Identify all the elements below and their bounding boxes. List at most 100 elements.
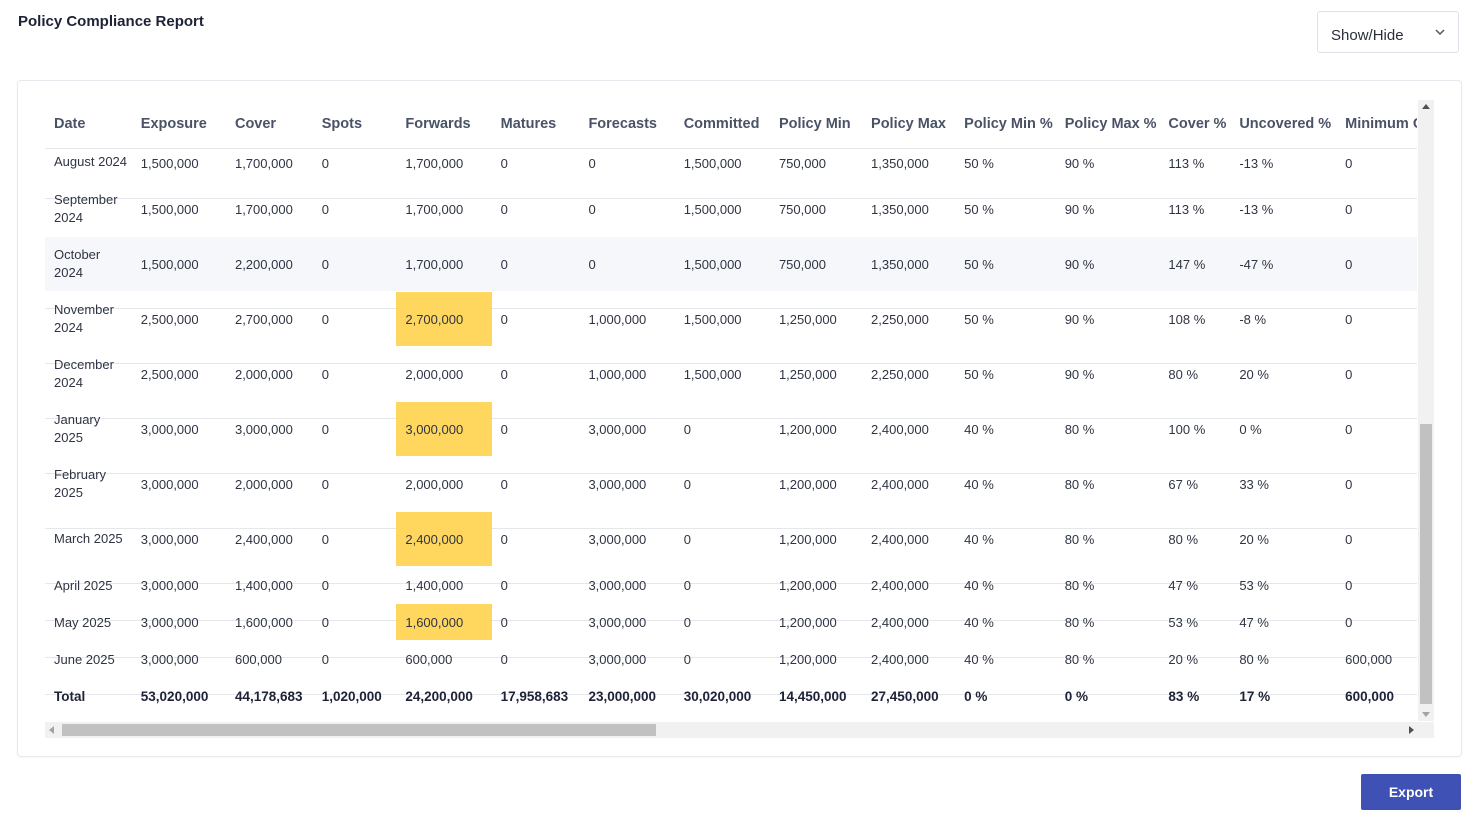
cell-exposure: 2,500,000 [131,291,226,347]
scroll-left-arrow-icon[interactable] [49,726,54,734]
total-exposure: 53,020,000 [140,688,209,704]
total-policy-min-pct: 0 % [964,688,988,704]
cell-policy-min-pct: 50 % [955,346,1056,402]
cell-policy-max-pct: 80 % [1055,401,1160,457]
cell-policy-min-pct: 40 % [955,640,1056,678]
cell-exposure: 3,000,000 [131,640,226,678]
column-header-spots[interactable]: Spots [312,100,397,149]
cell-policy-max: 2,400,000 [862,640,956,678]
cell-forwards: 2,000,000 [396,346,492,402]
show-hide-dropdown[interactable]: Show/Hide [1317,11,1459,53]
table-row[interactable]: June 2025 3,000,000 600,000 0 600,000 0 3,000,… [45,640,1417,678]
cell-exposure: 3,000,000 [131,456,226,512]
cell-forecasts: 0 [579,181,675,237]
cell-committed: 1,500,000 [674,346,770,402]
column-header-forwards[interactable]: Forwards [396,100,492,149]
cell-committed: 1,500,000 [674,291,770,347]
cell-uncovered-pct: -47 % [1230,236,1337,292]
vertical-scroll-thumb[interactable] [1420,424,1432,704]
table-row[interactable]: March 2025 3,000,000 2,400,000 0 2,400,000 0 3… [45,511,1417,567]
table-row[interactable]: September 2024 1,500,000 1,700,000 0 1,700,0… [45,181,1417,237]
table-row[interactable]: May 2025 3,000,000 1,600,000 0 1,600,000 0 3,0… [45,603,1417,641]
cell-date: April 2025 [45,566,132,604]
cell-date: January 2025 [45,401,132,457]
column-header-policy-max[interactable]: Policy Max [862,100,956,149]
horizontal-scrollbar[interactable] [45,722,1418,738]
table-row[interactable]: January 2025 3,000,000 3,000,000 0 3,000,000… [45,401,1417,457]
cell-uncovered-pct: -13 % [1230,181,1337,237]
cell-committed: 0 [674,640,770,678]
cell-min-cover: 600,000 [1336,640,1417,678]
table-row[interactable]: November 2024 2,500,000 2,700,000 0 2,700,00… [45,291,1417,347]
column-header-min-cover[interactable]: Minimum Cover to Pu [1336,100,1417,149]
cell-spots: 0 [312,346,397,402]
horizontal-scroll-thumb[interactable] [62,724,656,736]
cell-forwards: 3,000,000 [396,401,492,457]
cell-cover-pct: 80 % [1159,346,1231,402]
cell-matures: 0 [491,346,580,402]
column-header-exposure[interactable]: Exposure [131,100,226,149]
cell-cover: 2,700,000 [225,291,313,347]
cell-forwards: 1,400,000 [396,566,492,604]
compliance-table: Date Exposure Cover Spots Forwards Matures For… [45,100,1417,721]
column-header-policy-min-pct[interactable]: Policy Min % [955,100,1056,149]
cell-forecasts: 3,000,000 [579,640,675,678]
cell-forecasts: 3,000,000 [579,603,675,641]
cell-uncovered-pct: -8 % [1230,291,1337,347]
column-header-policy-max-pct[interactable]: Policy Max % [1055,100,1160,149]
total-uncovered-pct: 17 % [1239,688,1271,704]
cell-uncovered-pct: 20 % [1230,346,1337,402]
cell-policy-max: 1,350,000 [862,236,956,292]
cell-min-cover: 0 [1336,456,1417,512]
total-committed: 30,020,000 [683,688,752,704]
cell-spots: 0 [312,603,397,641]
cell-uncovered-pct: 80 % [1230,640,1337,678]
cell-cover-pct: 113 % [1159,181,1231,237]
chevron-down-icon [1435,29,1445,36]
column-header-policy-min[interactable]: Policy Min [769,100,863,149]
cell-committed: 0 [674,456,770,512]
table-row[interactable]: October 2024 1,500,000 2,200,000 0 1,700,000… [45,236,1417,292]
scroll-up-arrow-icon[interactable] [1422,104,1430,109]
cell-exposure: 3,000,000 [131,401,226,457]
total-spots: 1,020,000 [321,688,382,704]
column-header-cover[interactable]: Cover [225,100,313,149]
cell-spots: 0 [312,236,397,292]
cell-forecasts: 1,000,000 [579,291,675,347]
vertical-scrollbar[interactable] [1418,100,1434,721]
table-row[interactable]: February 2025 3,000,000 2,000,000 0 2,000,00… [45,456,1417,512]
cell-date: October 2024 [45,236,132,292]
cell-policy-max-pct: 90 % [1055,291,1160,347]
column-header-uncovered-pct[interactable]: Uncovered % [1230,100,1337,149]
scroll-right-arrow-icon[interactable] [1409,726,1414,734]
table-row[interactable]: April 2025 3,000,000 1,400,000 0 1,400,000 0 3… [45,566,1417,604]
column-header-matures[interactable]: Matures [491,100,580,149]
cell-committed: 0 [674,511,770,567]
cell-matures: 0 [491,401,580,457]
cell-cover: 2,000,000 [225,346,313,402]
column-header-cover-pct[interactable]: Cover % [1159,100,1231,149]
cell-cover: 2,400,000 [225,511,313,567]
scroll-down-arrow-icon[interactable] [1422,712,1430,717]
cell-policy-min-pct: 50 % [955,236,1056,292]
column-header-forecasts[interactable]: Forecasts [579,100,675,149]
cell-forwards: 2,400,000 [396,511,492,567]
cell-uncovered-pct: 33 % [1230,456,1337,512]
total-matures: 17,958,683 [500,688,569,704]
cell-date: December 2024 [45,346,132,402]
cell-cover-pct: 47 % [1159,566,1231,604]
cell-date: September 2024 [45,181,132,237]
table-row[interactable]: December 2024 2,500,000 2,000,000 0 2,000,00… [45,346,1417,402]
scrollbar-corner [1418,722,1434,738]
cell-spots: 0 [312,511,397,567]
cell-matures: 0 [491,236,580,292]
column-header-committed[interactable]: Committed [674,100,770,149]
total-row: Total 53,020,000 44,178,683 1,020,000 24,200… [45,678,1417,715]
cell-cover: 2,000,000 [225,456,313,512]
export-button[interactable]: Export [1361,774,1461,810]
column-header-date[interactable]: Date [45,100,132,149]
cell-forwards: 1,600,000 [396,603,492,641]
cell-policy-max: 1,350,000 [862,181,956,237]
total-policy-max-pct: 0 % [1064,688,1088,704]
cell-matures: 0 [491,640,580,678]
